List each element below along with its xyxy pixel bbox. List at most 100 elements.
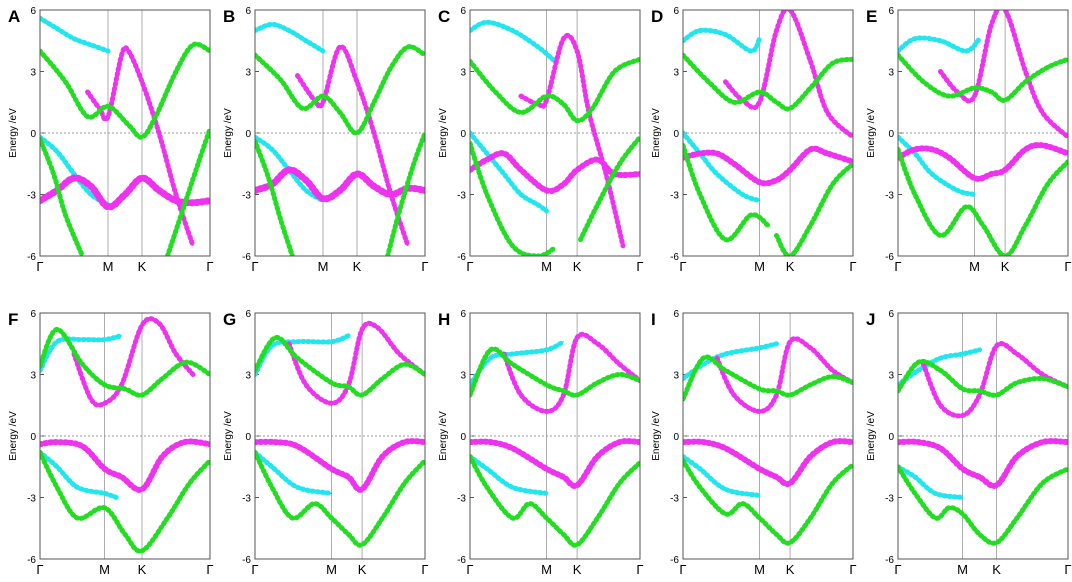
x-tick-label: K <box>138 562 147 577</box>
bands <box>255 21 425 256</box>
band-val-green <box>898 146 1068 256</box>
band-val-magenta <box>898 438 1068 489</box>
panel-label: D <box>651 7 663 26</box>
band-cond-magenta <box>714 336 853 414</box>
x-tick-label: Γ <box>679 562 686 577</box>
band-val-green-b <box>774 161 853 256</box>
x-tick-label: K <box>992 562 1001 577</box>
y-tick-label: -3 <box>27 191 36 202</box>
y-tick-label: 3 <box>460 68 466 79</box>
band-cond-magenta <box>921 341 1068 419</box>
band-line <box>255 46 425 134</box>
y-tick-label: 6 <box>245 309 251 320</box>
y-tick-label: -6 <box>457 252 466 263</box>
y-tick-label: -6 <box>242 555 251 566</box>
band-line <box>255 452 425 546</box>
band-val-cyan <box>898 464 966 500</box>
plot-frame <box>39 9 211 257</box>
x-tick-label: M <box>957 562 968 577</box>
x-tick-label: Γ <box>894 259 901 274</box>
panel-label: H <box>438 310 450 329</box>
x-tick-label: Γ <box>206 259 213 274</box>
band-val-green <box>40 136 85 256</box>
x-tick-label: Γ <box>466 562 473 577</box>
band-cond-green <box>898 52 1068 103</box>
y-axis-label: Energy /eV <box>866 108 877 158</box>
band-val-green <box>255 138 295 256</box>
y-tick-label: 0 <box>245 129 251 140</box>
band-cond-cyan <box>40 15 111 54</box>
band-cond-green <box>255 335 425 398</box>
y-tick-label: -3 <box>242 191 251 202</box>
y-tick-label: -3 <box>457 494 466 505</box>
x-tick-label: Γ <box>251 562 258 577</box>
y-tick-label: 6 <box>460 309 466 320</box>
band-val-magenta <box>683 438 853 488</box>
y-tick-label: 3 <box>673 371 679 382</box>
band-line <box>470 440 640 487</box>
band-val-cyan <box>898 134 977 197</box>
band-val-magenta <box>40 438 210 493</box>
y-tick-label: -3 <box>27 494 36 505</box>
band-cond-cyan <box>898 35 983 54</box>
bands <box>683 336 853 546</box>
y-tick-label: 6 <box>245 6 251 17</box>
band-val-green <box>470 140 558 256</box>
x-tick-label: K <box>573 259 582 274</box>
panel-label: E <box>866 7 877 26</box>
x-tick-label: Γ <box>36 259 43 274</box>
panel-label: J <box>866 310 875 329</box>
y-tick-label: 6 <box>30 309 36 320</box>
band-val-magenta <box>40 174 210 211</box>
bands <box>683 10 853 256</box>
plot-frame <box>897 312 1069 560</box>
y-axis-label: Energy /eV <box>223 108 234 158</box>
band-val-green <box>683 458 853 546</box>
band-cond-cyan <box>255 21 326 54</box>
y-tick-label: 0 <box>30 129 36 140</box>
y-tick-label: 0 <box>673 129 679 140</box>
x-tick-label: M <box>99 562 110 577</box>
x-tick-label: M <box>541 259 552 274</box>
band-cond-green <box>470 56 640 124</box>
band-val-green <box>470 454 640 548</box>
bands <box>40 316 210 554</box>
band-line <box>776 163 853 256</box>
band-cond-magenta <box>286 320 425 406</box>
band-cond-cyan <box>683 27 762 54</box>
bands <box>470 19 640 256</box>
bands <box>470 331 640 548</box>
x-tick-label: M <box>754 562 765 577</box>
x-tick-label: M <box>754 259 765 274</box>
y-tick-label: -3 <box>242 494 251 505</box>
band-cond-green <box>683 52 853 112</box>
y-tick-label: 3 <box>888 68 894 79</box>
band-cond-magenta <box>71 316 196 408</box>
y-tick-label: -6 <box>457 555 466 566</box>
panel-label: C <box>438 7 450 26</box>
band-val-magenta <box>898 142 1068 182</box>
y-tick-label: 6 <box>673 309 679 320</box>
y-tick-label: 3 <box>30 371 36 382</box>
panel-label: B <box>223 7 235 26</box>
y-tick-label: -3 <box>457 191 466 202</box>
x-tick-label: Γ <box>849 562 856 577</box>
panel-label: G <box>223 310 236 329</box>
bands <box>255 320 425 548</box>
band-val-magenta <box>470 150 640 194</box>
y-tick-label: 3 <box>888 371 894 382</box>
band-cond-magenta <box>723 10 853 140</box>
band-val-green <box>40 449 210 554</box>
panel-label: F <box>8 310 18 329</box>
panel-label: I <box>651 310 656 329</box>
band-cond-cyan <box>470 339 566 388</box>
y-tick-label: -6 <box>885 555 894 566</box>
band-val-magenta <box>255 438 425 493</box>
x-tick-label: Γ <box>466 259 473 274</box>
